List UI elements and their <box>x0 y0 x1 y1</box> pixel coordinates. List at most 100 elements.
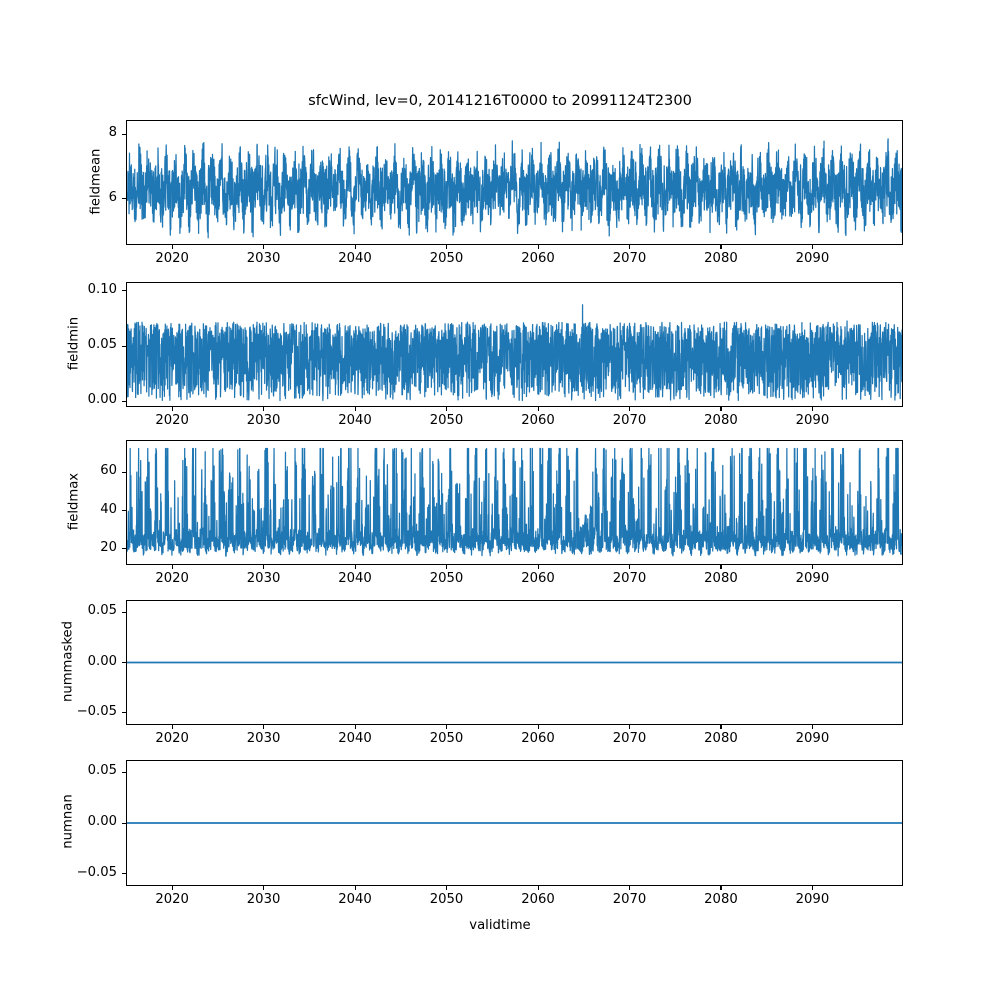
ytick-mark-nummasked-2 <box>122 611 126 613</box>
xtick-mark-fieldmax-2 <box>354 565 356 569</box>
xtick-label-numnan-5: 2070 <box>612 892 647 907</box>
xtick-label-fieldmax-1: 2030 <box>246 571 281 586</box>
xtick-mark-fieldmax-7 <box>811 565 813 569</box>
xtick-mark-fieldmean-3 <box>446 245 448 249</box>
ytick-label-nummasked-1: 0.00 <box>87 653 117 669</box>
ylabel-numnan: numnan <box>60 794 76 849</box>
xtick-label-fieldmin-0: 2020 <box>155 413 189 428</box>
xtick-label-numnan-6: 2080 <box>704 892 738 907</box>
ytick-label-fieldmin-1: 0.05 <box>87 337 117 353</box>
xtick-label-fieldmax-0: 2020 <box>155 571 189 586</box>
xtick-mark-fieldmean-4 <box>537 245 539 249</box>
ytick-mark-fieldmax-2 <box>122 471 126 473</box>
ytick-mark-nummasked-0 <box>122 712 126 714</box>
xtick-mark-fieldmax-4 <box>537 565 539 569</box>
ylabel-fieldmax: fieldmax <box>66 472 82 530</box>
plot-area-fieldmean[interactable] <box>126 120 903 245</box>
xtick-label-numnan-4: 2060 <box>521 892 555 907</box>
xtick-mark-fieldmax-0 <box>171 565 173 569</box>
ytick-mark-numnan-2 <box>122 771 126 773</box>
xtick-mark-nummasked-5 <box>628 725 631 729</box>
xtick-label-fieldmean-0: 2020 <box>155 251 189 266</box>
xtick-mark-nummasked-6 <box>720 725 722 729</box>
xtick-mark-fieldmin-1 <box>263 407 265 411</box>
xtick-label-numnan-0: 2020 <box>155 892 189 907</box>
ytick-label-fieldmin-2: 0.10 <box>87 281 117 297</box>
ytick-label-fieldmax-2: 60 <box>100 463 117 479</box>
xtick-label-fieldmean-3: 2050 <box>429 251 464 266</box>
xtick-mark-fieldmin-4 <box>537 407 539 411</box>
plot-area-fieldmax[interactable] <box>126 440 903 565</box>
ytick-label-numnan-1: 0.00 <box>87 814 117 829</box>
xtick-mark-fieldmin-6 <box>720 407 722 411</box>
ytick-label-fieldmin-0: 0.00 <box>87 392 117 408</box>
plot-area-numnan[interactable] <box>126 760 903 886</box>
series-numnan <box>127 761 902 885</box>
ytick-label-numnan-2: 0.05 <box>87 763 117 779</box>
xtick-label-fieldmin-1: 2030 <box>246 413 281 428</box>
xtick-label-fieldmean-2: 2040 <box>338 251 372 266</box>
series-fieldmax <box>127 441 902 564</box>
xtick-mark-fieldmean-1 <box>263 245 265 249</box>
xtick-label-fieldmin-2: 2040 <box>338 413 372 428</box>
xtick-mark-nummasked-7 <box>811 725 813 729</box>
series-nummasked <box>127 601 902 724</box>
xtick-mark-fieldmin-3 <box>446 407 448 411</box>
xtick-label-fieldmean-6: 2080 <box>704 251 738 266</box>
xtick-mark-nummasked-1 <box>263 725 265 729</box>
x-axis-label: validtime <box>469 918 531 933</box>
xtick-mark-fieldmax-3 <box>446 565 448 569</box>
xtick-mark-numnan-2 <box>354 886 356 890</box>
panel-fieldmean <box>126 120 903 245</box>
xtick-mark-fieldmin-0 <box>171 407 173 411</box>
ytick-mark-fieldmean-0 <box>122 198 126 200</box>
xtick-label-fieldmean-1: 2030 <box>246 251 281 266</box>
xtick-label-numnan-7: 2090 <box>795 892 830 907</box>
xtick-label-nummasked-2: 2040 <box>338 731 372 746</box>
xtick-mark-fieldmax-5 <box>628 565 631 569</box>
xtick-mark-nummasked-2 <box>354 725 356 729</box>
ylabel-fieldmin: fieldmin <box>66 316 82 370</box>
xtick-label-nummasked-1: 2030 <box>246 731 281 746</box>
ytick-mark-fieldmax-0 <box>122 548 126 550</box>
xtick-label-fieldmin-7: 2090 <box>795 413 830 428</box>
plot-area-nummasked[interactable] <box>126 600 903 725</box>
xtick-mark-nummasked-0 <box>171 725 173 729</box>
ytick-mark-fieldmean-1 <box>122 133 126 135</box>
ytick-label-nummasked-0: −0.05 <box>76 703 117 719</box>
ytick-label-nummasked-2: 0.05 <box>87 603 117 619</box>
xtick-mark-numnan-1 <box>263 886 265 890</box>
plot-area-fieldmin[interactable] <box>126 282 903 407</box>
xtick-mark-fieldmax-1 <box>263 565 265 569</box>
ytick-mark-numnan-1 <box>122 822 126 824</box>
xtick-mark-numnan-6 <box>720 886 722 890</box>
xtick-mark-nummasked-3 <box>446 725 448 729</box>
xtick-mark-fieldmean-0 <box>171 245 173 249</box>
xtick-label-fieldmax-3: 2050 <box>429 571 464 586</box>
xtick-mark-fieldmin-7 <box>811 407 813 411</box>
xtick-mark-numnan-0 <box>171 886 173 890</box>
xtick-mark-fieldmean-2 <box>354 245 356 249</box>
data-line <box>127 305 902 401</box>
ytick-label-numnan-0: −0.05 <box>76 864 117 880</box>
xtick-mark-fieldmean-6 <box>720 245 722 249</box>
xtick-label-numnan-2: 2040 <box>338 892 372 907</box>
ylabel-nummasked: nummasked <box>60 620 76 702</box>
xtick-label-fieldmax-7: 2090 <box>795 571 830 586</box>
xtick-mark-fieldmean-7 <box>811 245 813 249</box>
xtick-label-fieldmax-6: 2080 <box>704 571 738 586</box>
ytick-mark-nummasked-1 <box>122 662 126 664</box>
series-fieldmean <box>127 121 902 244</box>
xtick-label-nummasked-3: 2050 <box>429 731 464 746</box>
xtick-label-fieldmax-2: 2040 <box>338 571 372 586</box>
xtick-label-nummasked-5: 2070 <box>612 731 647 746</box>
xtick-mark-numnan-7 <box>811 886 813 890</box>
xtick-mark-fieldmax-6 <box>720 565 722 569</box>
data-line <box>127 139 902 238</box>
xtick-label-nummasked-4: 2060 <box>521 731 555 746</box>
ytick-label-fieldmax-1: 40 <box>100 501 117 517</box>
ytick-mark-fieldmin-0 <box>122 400 126 403</box>
ytick-mark-fieldmin-1 <box>122 345 126 347</box>
ytick-label-fieldmax-0: 20 <box>100 539 117 555</box>
xtick-label-nummasked-0: 2020 <box>155 731 189 746</box>
